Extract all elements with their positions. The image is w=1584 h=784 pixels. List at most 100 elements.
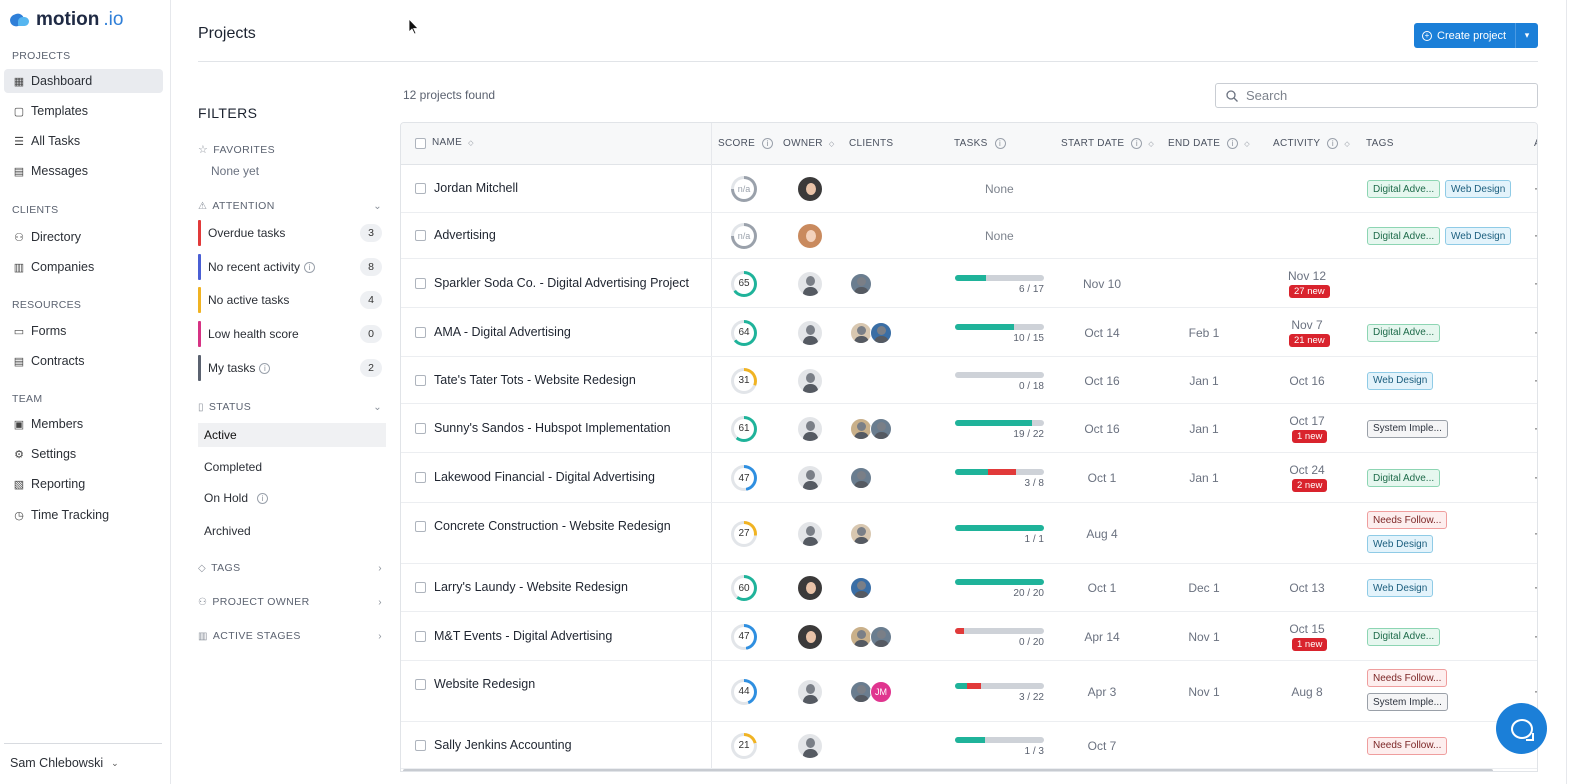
table-row[interactable]: Sparkler Soda Co. - Digital Advertising … xyxy=(401,259,1537,308)
health-score-ring[interactable]: 64 xyxy=(731,319,757,346)
owner-avatar[interactable] xyxy=(797,575,823,601)
owner-avatar[interactable] xyxy=(797,465,823,491)
status-section[interactable]: ▯ STATUS ⌄ xyxy=(198,401,384,413)
project-tag[interactable]: Digital Adve... xyxy=(1367,469,1441,487)
project-tag[interactable]: System Imple... xyxy=(1367,693,1448,711)
project-tag[interactable]: Needs Follow... xyxy=(1367,669,1448,687)
row-checkbox[interactable] xyxy=(415,679,426,690)
project-tag[interactable]: Web Design xyxy=(1367,535,1434,553)
new-activity-badge[interactable]: 27 new xyxy=(1289,284,1330,298)
filter-my-tasks[interactable]: My tasks i 2 xyxy=(198,355,384,381)
table-row[interactable]: Jordan Mitchell n/a None Digital Adve... Web… xyxy=(401,165,1537,213)
info-icon[interactable]: i xyxy=(257,492,269,504)
search-box[interactable] xyxy=(1215,83,1538,108)
create-project-main[interactable]: + Create project xyxy=(1414,23,1516,48)
project-name-link[interactable]: M&T Events - Digital Advertising xyxy=(434,628,613,643)
col-activity[interactable]: ACTIVITY i ◇ xyxy=(1273,138,1350,149)
table-row[interactable]: Sunny's Sandos - Hubspot Implementation 6… xyxy=(401,404,1537,453)
filter-no-active-tasks[interactable]: No active tasks 4 xyxy=(198,287,384,313)
project-tag[interactable]: Web Design xyxy=(1367,579,1434,597)
table-row[interactable]: Advertising n/a None Digital Adve... Web Des… xyxy=(401,213,1537,259)
table-row[interactable]: Lakewood Financial - Digital Advertising… xyxy=(401,453,1537,503)
project-tag[interactable]: Digital Adve... xyxy=(1367,180,1441,198)
client-avatar[interactable] xyxy=(850,321,872,344)
owner-avatar[interactable] xyxy=(797,732,823,759)
project-tag[interactable]: Needs Follow... xyxy=(1367,736,1448,755)
health-score-ring[interactable]: 31 xyxy=(731,367,757,394)
project-name-link[interactable]: Advertising xyxy=(434,228,496,242)
sidebar-item-directory[interactable]: ⚇ Directory xyxy=(4,225,163,249)
col-score[interactable]: SCORE i xyxy=(718,138,774,149)
project-tag[interactable]: Digital Adve... xyxy=(1367,323,1441,342)
health-score-ring[interactable]: n/a xyxy=(731,223,757,249)
tags-section[interactable]: ◇ TAGS › xyxy=(198,562,384,574)
owner-avatar[interactable] xyxy=(797,270,823,297)
project-tag[interactable]: System Imple... xyxy=(1367,419,1448,438)
project-name-link[interactable]: Larry's Laundy - Website Redesign xyxy=(434,580,628,594)
project-name-link[interactable]: Lakewood Financial - Digital Advertising xyxy=(434,470,655,484)
project-name-link[interactable]: Concrete Construction - Website Redesign xyxy=(434,519,671,533)
col-owner[interactable]: OWNER ◇ xyxy=(783,138,835,149)
project-name-link[interactable]: Sally Jenkins Accounting xyxy=(434,737,572,752)
sidebar-item-settings[interactable]: ⚙ Settings xyxy=(4,442,163,466)
project-tag[interactable]: Digital Adve... xyxy=(1367,627,1441,646)
table-row[interactable]: Sally Jenkins Accounting 21 1 / 3 Oct 7 Need… xyxy=(401,722,1537,769)
client-avatar[interactable] xyxy=(850,577,872,599)
project-name-link[interactable]: Jordan Mitchell xyxy=(434,181,519,195)
horizontal-scrollbar[interactable] xyxy=(403,769,1493,771)
owner-avatar[interactable] xyxy=(797,520,823,547)
filter-no-recent-activity[interactable]: No recent activity i 8 xyxy=(198,254,384,280)
sidebar-item-dashboard[interactable]: ▦ Dashboard xyxy=(4,69,163,93)
table-row[interactable]: Website Redesign 44 JM 3 / 22 Apr 3 Nov 1 Aug … xyxy=(401,661,1537,722)
status-archived[interactable]: Archived xyxy=(204,524,251,538)
chevron-down-icon[interactable]: ▾ xyxy=(1524,30,1530,40)
health-score-ring[interactable]: 47 xyxy=(731,623,757,650)
search-input[interactable] xyxy=(1246,88,1506,103)
owner-avatar[interactable] xyxy=(797,623,823,650)
info-icon[interactable]: i xyxy=(259,362,271,374)
row-checkbox[interactable] xyxy=(415,472,426,483)
new-activity-badge[interactable]: 2 new xyxy=(1292,479,1328,492)
sidebar-item-members[interactable]: ▣ Members xyxy=(4,412,163,436)
sidebar-item-templates[interactable]: ▢ Templates xyxy=(4,99,163,123)
health-score-ring[interactable]: 21 xyxy=(731,732,757,759)
row-checkbox[interactable] xyxy=(415,521,426,532)
project-name-link[interactable]: Website Redesign xyxy=(434,677,536,691)
table-row[interactable]: Larry's Laundy - Website Redesign 60 20 / … xyxy=(401,564,1537,612)
project-tag[interactable]: Web Design xyxy=(1367,371,1434,390)
table-row[interactable]: M&T Events - Digital Advertising 47 0 / 20… xyxy=(401,612,1537,661)
project-name-link[interactable]: Sunny's Sandos - Hubspot Implementation xyxy=(434,420,671,435)
status-completed[interactable]: Completed xyxy=(204,460,263,474)
client-avatar[interactable] xyxy=(850,522,872,545)
owner-avatar[interactable] xyxy=(797,678,823,705)
new-activity-badge[interactable]: 21 new xyxy=(1289,333,1330,347)
client-initials-avatar[interactable]: JM xyxy=(870,680,892,703)
row-checkbox[interactable] xyxy=(415,630,426,642)
health-score-ring[interactable]: 65 xyxy=(731,270,757,297)
status-on-hold[interactable]: On Hold i xyxy=(198,486,386,510)
row-checkbox[interactable] xyxy=(415,230,426,241)
create-project-button[interactable]: + Create project ▾ xyxy=(1414,23,1538,48)
project-tag[interactable]: Needs Follow... xyxy=(1367,511,1448,529)
sidebar-item-reporting[interactable]: ▧ Reporting xyxy=(4,472,163,496)
status-active[interactable]: Active xyxy=(198,423,386,447)
chat-support-button[interactable] xyxy=(1496,703,1547,754)
client-avatar[interactable] xyxy=(870,417,892,440)
row-checkbox[interactable] xyxy=(415,277,426,289)
row-checkbox[interactable] xyxy=(415,183,426,194)
sidebar-item-contracts[interactable]: ▤ Contracts xyxy=(4,349,163,373)
row-checkbox[interactable] xyxy=(415,739,426,751)
col-name[interactable]: NAME ◇ xyxy=(432,137,474,148)
owner-avatar[interactable] xyxy=(797,176,823,202)
owner-avatar[interactable] xyxy=(797,367,823,394)
client-avatar[interactable] xyxy=(850,467,872,489)
motion-logo[interactable]: motion .io xyxy=(10,9,123,31)
health-score-ring[interactable]: 47 xyxy=(731,465,757,491)
new-activity-badge[interactable]: 1 new xyxy=(1292,429,1328,443)
user-menu[interactable]: Sam Chlebowski ⌄ xyxy=(4,743,162,770)
client-avatar[interactable] xyxy=(850,417,872,440)
col-start-date[interactable]: START DATE i ◇ xyxy=(1061,138,1154,149)
table-row[interactable]: AMA - Digital Advertising 64 10 / 15 Oct 14… xyxy=(401,308,1537,357)
client-avatar[interactable] xyxy=(870,625,892,648)
select-all-checkbox[interactable] xyxy=(415,138,426,149)
